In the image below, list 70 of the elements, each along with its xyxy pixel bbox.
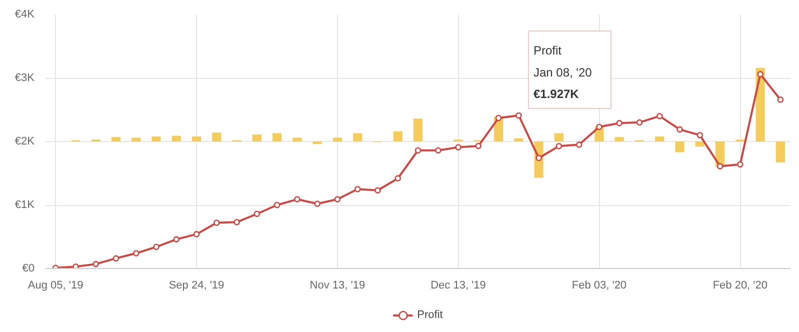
point	[536, 154, 542, 162]
bar	[675, 142, 684, 152]
point	[354, 186, 361, 192]
annotation: Profit Jan 08, '20 €1.927K	[533, 44, 592, 101]
point	[72, 263, 79, 268]
point	[556, 142, 562, 150]
bar	[614, 137, 624, 142]
x-tick-label: Feb 20, '20	[712, 280, 768, 292]
x-tick-label: Sep 24, '19	[168, 280, 224, 292]
point	[737, 161, 744, 168]
point	[112, 255, 120, 262]
point	[636, 119, 643, 126]
point	[234, 219, 240, 226]
point	[576, 142, 582, 148]
point	[596, 124, 602, 130]
bar	[272, 133, 282, 142]
bar	[655, 136, 664, 142]
bar	[695, 142, 704, 147]
bar	[252, 134, 262, 142]
point	[656, 112, 663, 120]
point	[314, 200, 320, 207]
point	[334, 196, 341, 202]
bar	[172, 136, 181, 142]
y-tick-label: €4K	[14, 8, 36, 20]
point	[696, 132, 704, 138]
point	[214, 220, 220, 226]
bar	[152, 136, 161, 142]
point	[434, 147, 442, 154]
point	[274, 202, 280, 208]
point	[153, 244, 160, 250]
bar	[393, 131, 402, 142]
point	[254, 210, 260, 218]
y-tick-label: €1K	[14, 199, 36, 211]
point	[777, 96, 784, 103]
point	[495, 114, 502, 122]
point	[92, 260, 99, 268]
x-tick-label: Aug 05, '19	[28, 280, 84, 292]
point	[757, 71, 764, 78]
bar	[212, 132, 222, 142]
point	[414, 147, 422, 154]
bar	[132, 138, 141, 142]
x-tick-label: Nov 13, '19	[310, 280, 366, 292]
bar	[413, 118, 423, 142]
bar	[554, 133, 564, 142]
point	[173, 236, 180, 242]
point	[516, 112, 522, 119]
point	[394, 175, 402, 182]
bar	[292, 138, 302, 142]
y-tick-label: €0	[22, 262, 35, 274]
y-tick-label: €2K	[14, 136, 36, 148]
point	[616, 120, 622, 126]
point	[676, 126, 683, 133]
bar	[776, 142, 785, 162]
bar	[514, 138, 524, 142]
bar	[312, 142, 322, 144]
point	[193, 231, 200, 238]
y-tick-label: €3K	[14, 72, 36, 84]
point	[455, 144, 462, 150]
bar	[332, 138, 342, 142]
x-tick-label: Feb 03, '20	[572, 280, 627, 292]
x-tick-label: Dec 13, '19	[430, 280, 486, 292]
legend-label: Profit	[417, 309, 443, 321]
bar	[353, 133, 362, 142]
point	[294, 196, 300, 202]
point	[475, 142, 482, 150]
bar	[192, 136, 202, 142]
point	[132, 250, 140, 256]
point	[716, 163, 724, 170]
point	[374, 187, 381, 194]
bar	[111, 137, 121, 142]
